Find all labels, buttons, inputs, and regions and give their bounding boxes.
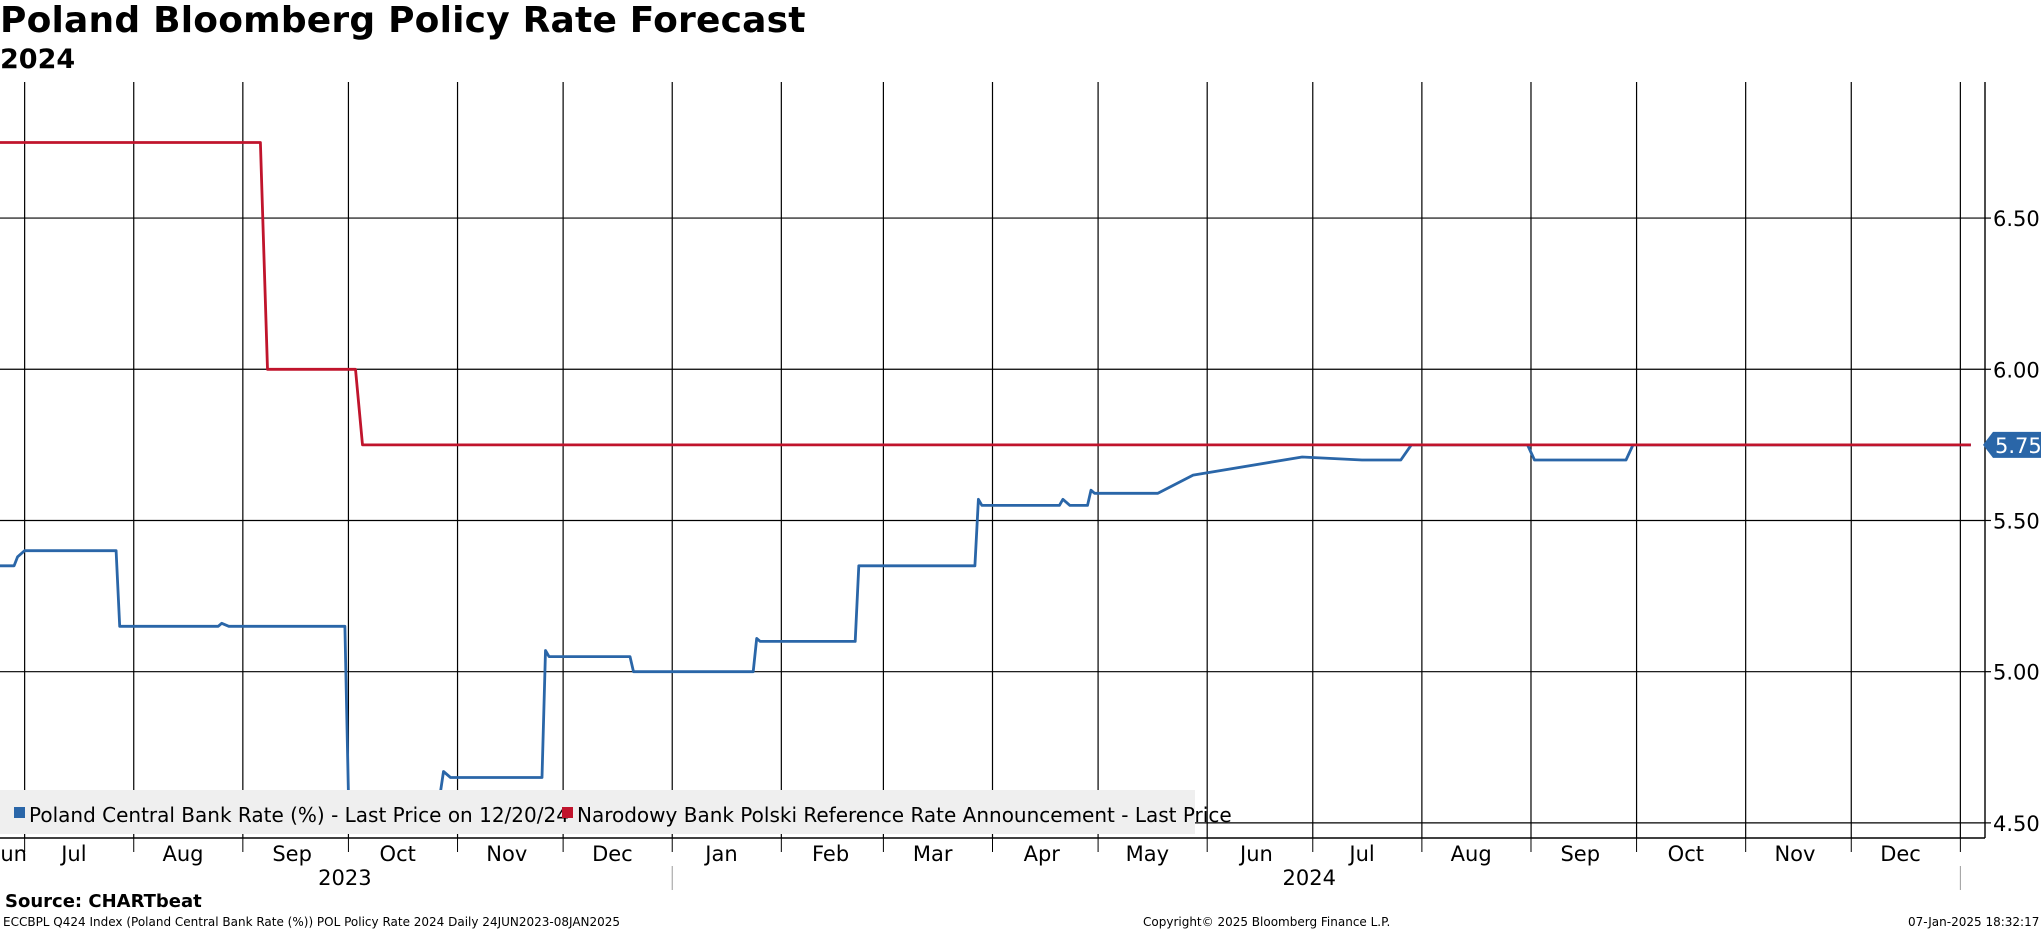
footer-timestamp: 07-Jan-2025 18:32:17	[1908, 915, 2040, 929]
month-label: Oct	[380, 842, 416, 866]
legend: Poland Central Bank Rate (%) - Last Pric…	[0, 790, 1232, 834]
month-label: Nov	[486, 842, 527, 866]
y-tick-label: 5.00	[1993, 661, 2040, 685]
month-label: Feb	[812, 842, 849, 866]
series-line-central-bank-rate	[0, 443, 1971, 798]
month-label: Oct	[1668, 842, 1704, 866]
month-label: Sep	[1560, 842, 1600, 866]
footer-copyright: Copyright© 2025 Bloomberg Finance L.P.	[1143, 915, 1391, 929]
y-tick-label: 5.50	[1993, 509, 2040, 533]
series-line-reference-rate	[0, 141, 1971, 447]
month-label: Aug	[1451, 842, 1492, 866]
y-tick-label: 6.50	[1993, 207, 2040, 231]
legend-label: Poland Central Bank Rate (%) - Last Pric…	[29, 803, 569, 827]
axes: 4.50 5.00 5.50 6.00 6.50 Jun Jul Aug Sep Oct Nov De…	[0, 82, 2041, 890]
legend-swatch	[14, 807, 25, 818]
y-tick-label: 4.50	[1993, 812, 2040, 836]
month-label: Sep	[272, 842, 312, 866]
series-lines	[0, 141, 1971, 798]
legend-label: Narodowy Bank Polski Reference Rate Anno…	[577, 803, 1232, 827]
chart-subtitle: 2024	[0, 44, 76, 75]
year-label: 2024	[1283, 866, 1336, 890]
month-label: Jun	[0, 842, 27, 866]
month-label: Nov	[1774, 842, 1815, 866]
chart-title: Poland Bloomberg Policy Rate Forecast	[0, 0, 806, 41]
month-label: Jul	[1347, 842, 1374, 866]
month-label: May	[1126, 842, 1169, 866]
month-label: Jan	[703, 842, 737, 866]
y-tick-label: 6.00	[1993, 358, 2040, 382]
legend-swatch	[562, 807, 573, 818]
last-value-label: 5.75	[1995, 434, 2041, 458]
month-label: Aug	[163, 842, 204, 866]
source-note: Source: CHARTbeat	[5, 891, 202, 912]
last-value-badge	[1983, 431, 2041, 458]
year-label: 2023	[318, 866, 371, 890]
month-label: Mar	[913, 842, 953, 866]
gridlines	[0, 82, 1985, 838]
legend-background	[0, 790, 1195, 834]
month-label: Dec	[1880, 842, 1921, 866]
month-label: Dec	[592, 842, 633, 866]
footer-index-note: ECCBPL Q424 Index (Poland Central Bank R…	[3, 915, 621, 929]
month-label: Apr	[1024, 842, 1061, 866]
month-label: Jul	[59, 842, 86, 866]
month-label: Jun	[1238, 842, 1273, 866]
